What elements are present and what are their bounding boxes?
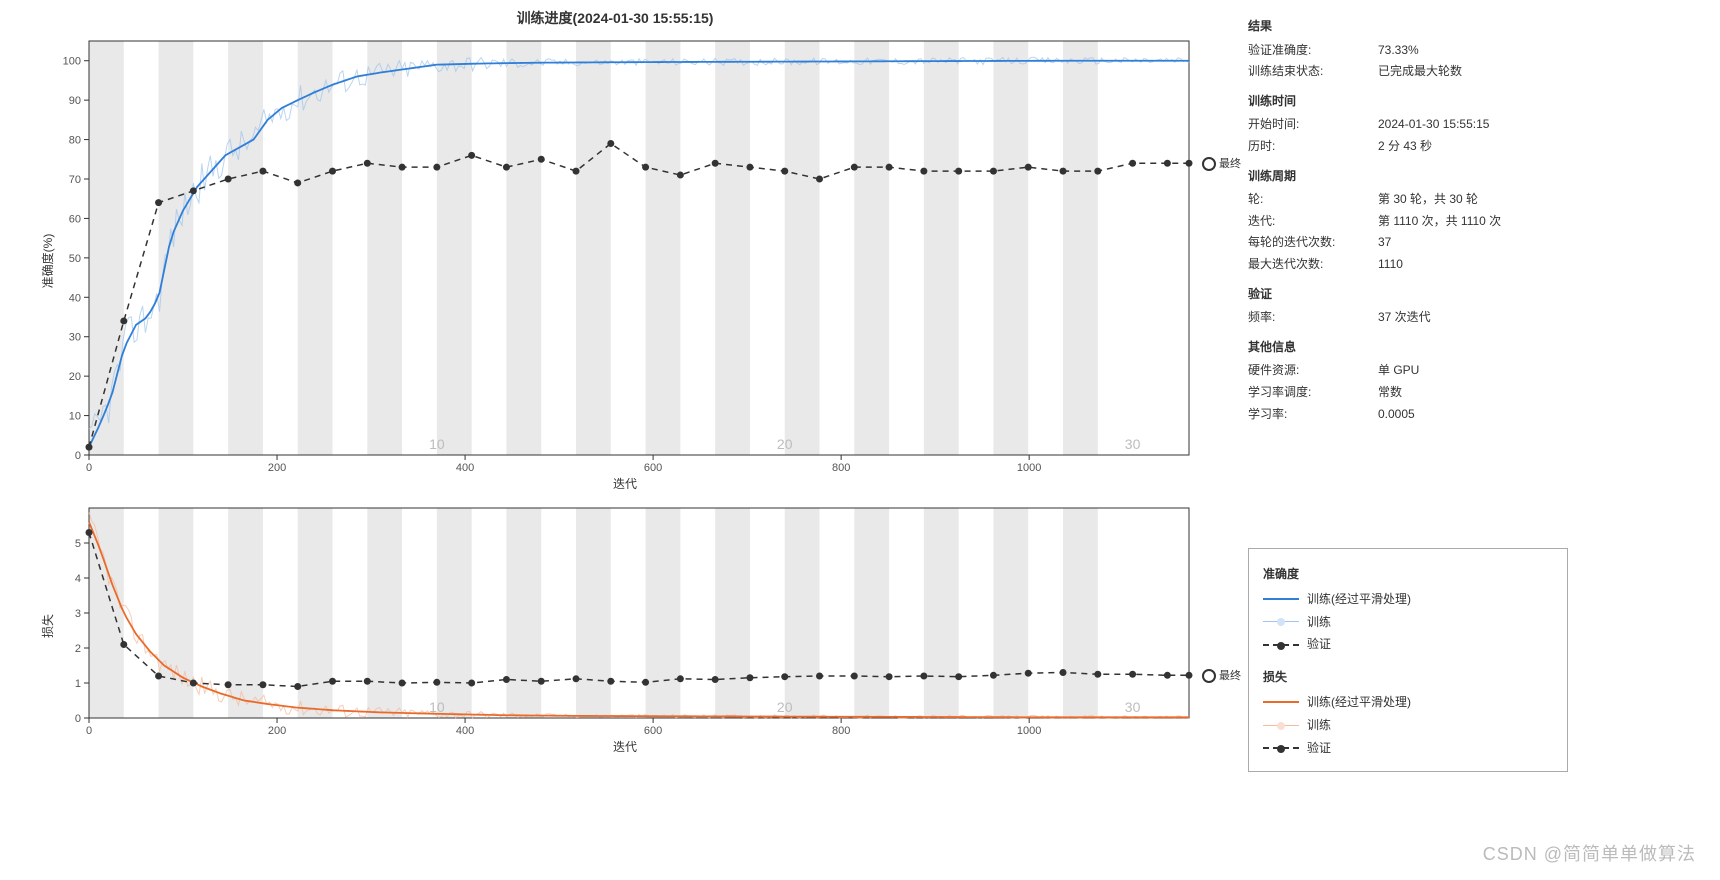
svg-text:0: 0 [86, 725, 92, 737]
info-section-title: 训练周期 [1248, 166, 1548, 188]
accuracy-final-marker: 最终 [1202, 155, 1241, 171]
info-row: 开始时间:2024-01-30 15:55:15 [1248, 114, 1548, 136]
legend: 准确度 训练(经过平滑处理) 训练 验证 损失 训练(经过平滑处理) 训练 验证 [1248, 548, 1568, 772]
svg-text:0: 0 [75, 450, 81, 462]
info-section-title: 验证 [1248, 284, 1548, 306]
legend-acc-train-smooth: 训练(经过平滑处理) [1263, 588, 1553, 611]
legend-acc-title: 准确度 [1263, 563, 1553, 586]
svg-text:20: 20 [777, 699, 793, 715]
svg-text:400: 400 [456, 725, 474, 737]
svg-text:30: 30 [1125, 699, 1141, 715]
svg-text:0: 0 [86, 462, 92, 474]
info-section-title: 其他信息 [1248, 337, 1548, 359]
svg-text:1000: 1000 [1017, 462, 1041, 474]
svg-text:4: 4 [75, 573, 81, 585]
info-row: 硬件资源:单 GPU [1248, 360, 1548, 382]
svg-text:200: 200 [268, 462, 286, 474]
svg-text:3: 3 [75, 608, 81, 620]
svg-text:10: 10 [429, 699, 445, 715]
svg-text:400: 400 [456, 462, 474, 474]
info-row: 学习率:0.0005 [1248, 404, 1548, 426]
legend-loss-train-smooth: 训练(经过平滑处理) [1263, 691, 1553, 714]
loss-xlabel: 迭代 [613, 738, 637, 755]
info-row: 学习率调度:常数 [1248, 382, 1548, 404]
svg-text:40: 40 [69, 292, 81, 304]
svg-text:50: 50 [69, 253, 81, 265]
info-row: 每轮的迭代次数:37 [1248, 232, 1548, 254]
svg-text:90: 90 [69, 95, 81, 107]
svg-text:200: 200 [268, 725, 286, 737]
accuracy-ylabel: 准确度(%) [39, 233, 56, 288]
svg-text:20: 20 [69, 371, 81, 383]
svg-text:80: 80 [69, 135, 81, 147]
loss-final-marker: 最终 [1202, 667, 1241, 683]
legend-loss-title: 损失 [1263, 666, 1553, 689]
svg-text:0: 0 [75, 713, 81, 725]
legend-acc-train: 训练 [1263, 611, 1553, 634]
svg-text:70: 70 [69, 174, 81, 186]
svg-text:5: 5 [75, 538, 81, 550]
svg-text:800: 800 [832, 725, 850, 737]
svg-text:800: 800 [832, 462, 850, 474]
legend-loss-train: 训练 [1263, 714, 1553, 737]
svg-text:10: 10 [69, 411, 81, 423]
svg-text:600: 600 [644, 725, 662, 737]
svg-text:30: 30 [1125, 436, 1141, 452]
info-row: 验证准确度:73.33% [1248, 40, 1548, 62]
info-row: 频率:37 次迭代 [1248, 307, 1548, 329]
svg-text:30: 30 [69, 332, 81, 344]
loss-ylabel: 损失 [39, 613, 56, 637]
info-section-title: 训练时间 [1248, 91, 1548, 113]
svg-text:600: 600 [644, 462, 662, 474]
svg-text:20: 20 [777, 436, 793, 452]
loss-chart: 0 1 2 3 4 5 0 200 400 600 800 1000 10 20 30 [51, 500, 1201, 748]
info-row: 迭代:第 1110 次，共 1110 次 [1248, 211, 1548, 233]
info-section-title: 结果 [1248, 16, 1548, 38]
svg-text:60: 60 [69, 213, 81, 225]
accuracy-xlabel: 迭代 [613, 475, 637, 492]
svg-text:2: 2 [75, 643, 81, 655]
svg-text:1000: 1000 [1017, 725, 1041, 737]
info-row: 最大迭代次数:1110 [1248, 254, 1548, 276]
info-panel: 结果验证准确度:73.33%训练结束状态:已完成最大轮数训练时间开始时间:202… [1248, 8, 1548, 425]
info-row: 训练结束状态:已完成最大轮数 [1248, 61, 1548, 83]
info-row: 轮:第 30 轮，共 30 轮 [1248, 189, 1548, 211]
svg-text:100: 100 [63, 56, 81, 68]
svg-text:1: 1 [75, 678, 81, 690]
watermark: CSDN @简简单单做算法 [1483, 840, 1696, 866]
chart-title: 训练进度(2024-01-30 15:55:15) [0, 0, 1230, 32]
legend-acc-val: 验证 [1263, 633, 1553, 656]
svg-text:10: 10 [429, 436, 445, 452]
accuracy-chart: 0102030405060708090100020040060080010001… [51, 33, 1201, 485]
info-row: 历时:2 分 43 秒 [1248, 136, 1548, 158]
legend-loss-val: 验证 [1263, 737, 1553, 760]
